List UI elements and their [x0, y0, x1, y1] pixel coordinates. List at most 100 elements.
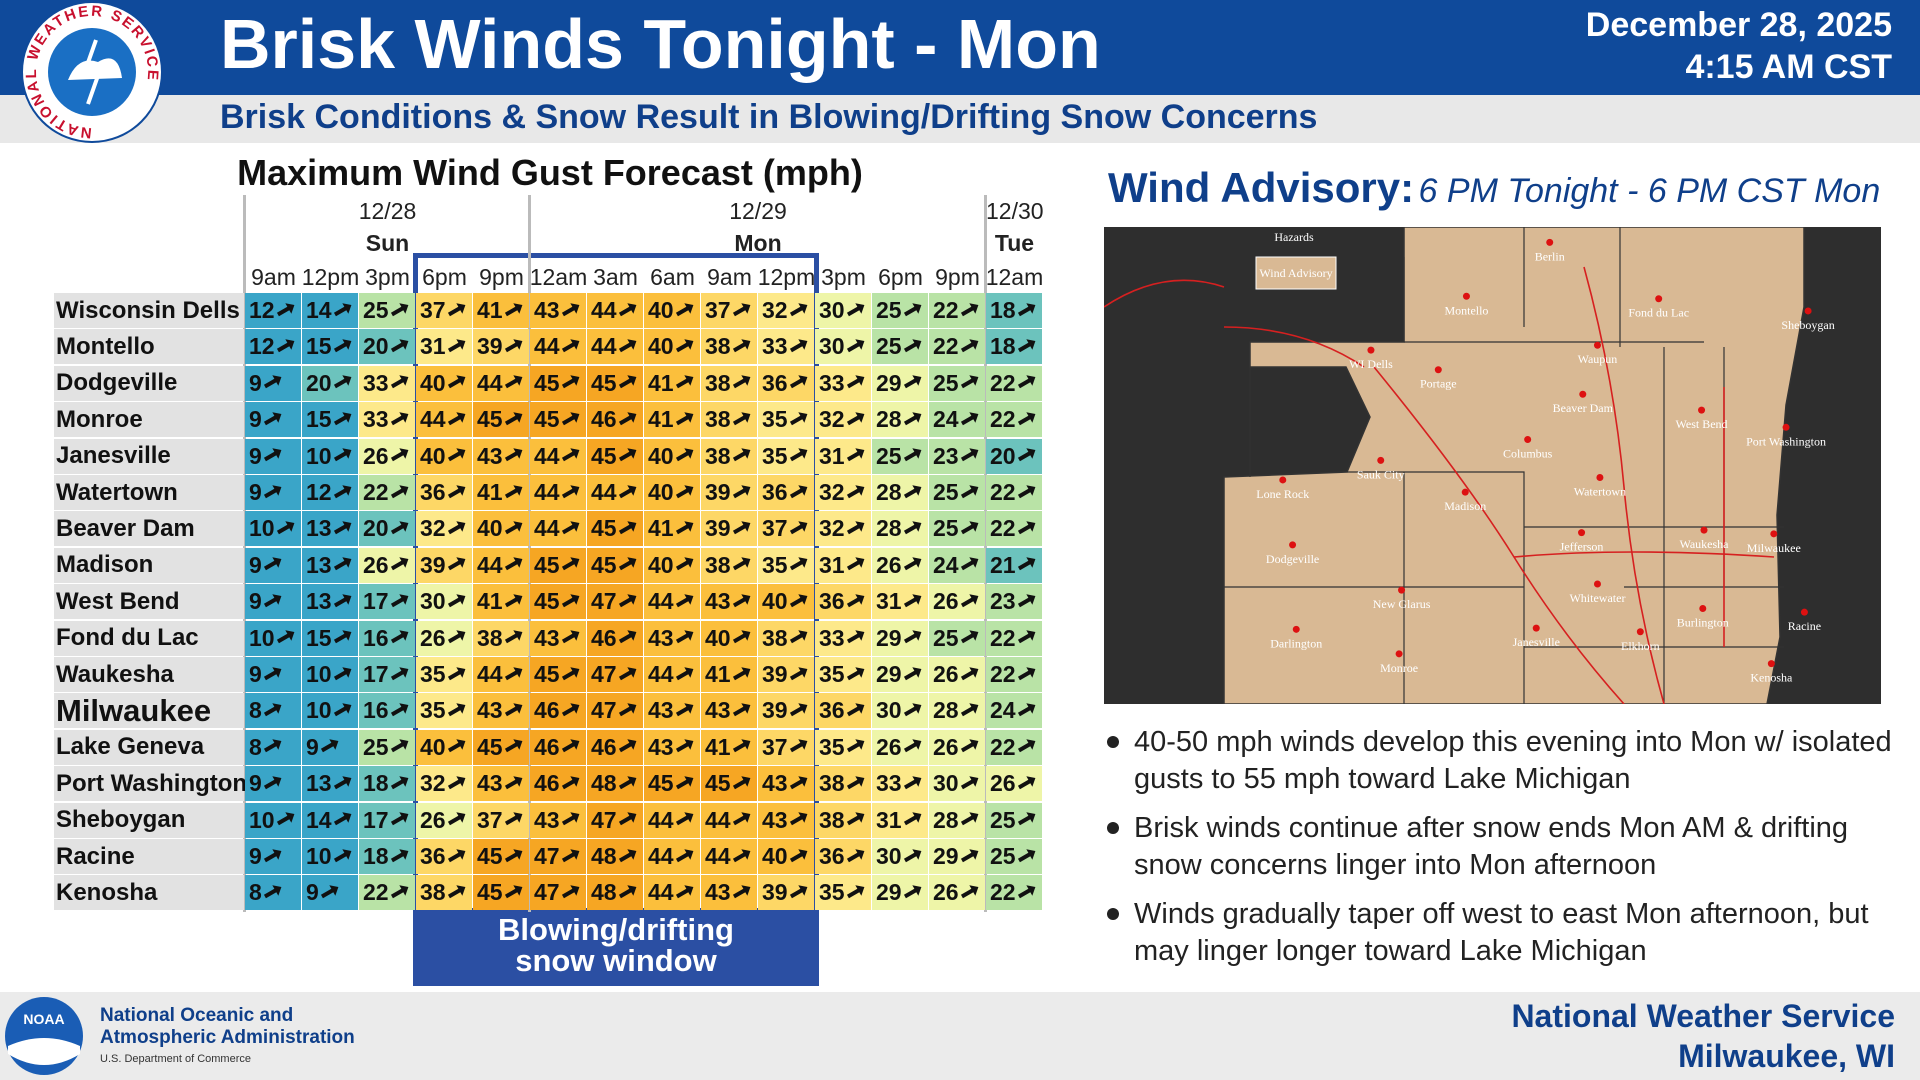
gust-cell: 22: [986, 875, 1042, 911]
gust-cell: 22: [986, 729, 1042, 765]
gust-cell: 31: [872, 802, 928, 838]
gust-value: 22: [933, 297, 959, 323]
gust-cell: 40: [644, 329, 700, 365]
wind-arrow: [333, 487, 348, 498]
gust-cell: 24: [929, 547, 985, 583]
wind-arrow: [618, 560, 633, 571]
wind-arrow: [789, 305, 804, 316]
gust-value: 31: [876, 588, 902, 615]
gust-value: 10: [249, 515, 275, 542]
gust-value: 9: [306, 879, 319, 906]
wind-arrow: [732, 669, 747, 680]
advisory-period: 6 PM Tonight - 6 PM CST Mon: [1418, 172, 1881, 210]
time-header: 12pm: [757, 264, 816, 290]
gust-cell: 45: [701, 766, 757, 802]
gust-value: 30: [876, 697, 902, 724]
gust-cell: 44: [644, 657, 700, 692]
gust-cell: 46: [530, 729, 586, 765]
gust-value: 22: [363, 879, 389, 906]
gust-value: 9: [249, 369, 262, 396]
group-divider: [984, 195, 987, 912]
gust-value: 32: [420, 515, 446, 542]
gust-value: 32: [819, 406, 845, 433]
gust-value: 38: [705, 551, 731, 578]
gust-value: 9: [249, 551, 262, 578]
gust-value: 17: [363, 588, 389, 615]
wind-arrow: [846, 341, 861, 353]
gust-value: 25: [933, 369, 959, 396]
wind-arrow: [333, 560, 348, 571]
wind-arrow: [276, 814, 291, 826]
gust-value: 43: [477, 697, 503, 724]
gust-cell: 40: [701, 620, 757, 656]
wind-arrow: [846, 523, 861, 535]
wind-arrow: [504, 778, 519, 789]
wind-arrow: [618, 814, 633, 826]
wind-arrow: [618, 450, 633, 462]
row-label: West Bend: [54, 584, 244, 620]
gust-value: 18: [363, 770, 389, 797]
gust-value: 14: [306, 297, 332, 323]
gust-value: 43: [705, 879, 731, 906]
gust-cell: 43: [644, 620, 700, 656]
map: Hazards Wind Advisory Berlin Montello Fond…: [1104, 227, 1881, 704]
wind-arrow: [789, 487, 804, 498]
wind-arrow: [504, 596, 519, 607]
gust-value: 46: [534, 697, 560, 724]
city-dot: [1767, 660, 1775, 668]
city-label: Elkhorn: [1621, 639, 1660, 653]
wind-arrow: [561, 887, 576, 899]
gust-value: 30: [933, 770, 959, 797]
gust-cell: 25: [872, 329, 928, 365]
gust-value: 43: [534, 624, 560, 651]
gust-value: 32: [819, 479, 845, 505]
gust-cell: 25: [872, 438, 928, 474]
wind-arrow: [263, 560, 278, 571]
gust-cell: 12: [245, 293, 301, 328]
gust-cell: 46: [530, 693, 586, 729]
gust-value: 40: [420, 369, 446, 396]
gust-cell: 33: [872, 766, 928, 802]
subtitle: Brisk Conditions & Snow Result in Blowin…: [220, 98, 1318, 136]
city-dot: [1800, 608, 1808, 616]
gust-value: 43: [477, 442, 503, 469]
wind-arrow: [675, 742, 690, 753]
gust-cell: 28: [872, 511, 928, 547]
wind-arrow: [390, 669, 405, 680]
city-dot: [1593, 341, 1601, 349]
gust-value: 22: [990, 479, 1016, 505]
wind-arrow: [903, 632, 918, 644]
wind-arrow: [447, 341, 462, 353]
gust-cell: 44: [644, 839, 700, 874]
gust-value: 36: [762, 479, 788, 505]
gust-cell: 48: [587, 766, 643, 802]
gust-value: 44: [648, 879, 674, 906]
wind-arrow: [504, 378, 519, 389]
time-header: 3pm: [365, 264, 410, 290]
gust-cell: 15: [302, 402, 358, 438]
gust-cell: 45: [473, 402, 529, 438]
gust-cell: 9: [245, 475, 301, 510]
gust-cell: 41: [701, 729, 757, 765]
gust-value: 35: [420, 697, 446, 724]
wind-arrow: [903, 887, 918, 899]
gust-cell: 24: [929, 402, 985, 438]
gust-cell: 39: [701, 511, 757, 547]
gust-value: 29: [876, 624, 902, 651]
gust-value: 45: [477, 879, 503, 906]
gust-cell: 10: [245, 802, 301, 838]
gust-value: 9: [249, 442, 262, 469]
wind-arrow: [333, 596, 348, 607]
gust-cell: 22: [986, 365, 1042, 401]
wind-arrow: [789, 705, 804, 717]
wind-arrow: [263, 378, 278, 389]
gust-cell: 25: [929, 620, 985, 656]
gust-cell: 13: [302, 547, 358, 583]
gust-cell: 48: [587, 875, 643, 911]
gust-value: 12: [306, 479, 332, 505]
city-dot: [1579, 390, 1587, 398]
gust-value: 45: [534, 551, 560, 578]
gust-cell: 46: [587, 729, 643, 765]
gust-cell: 46: [587, 620, 643, 656]
wind-arrow: [1017, 487, 1032, 498]
